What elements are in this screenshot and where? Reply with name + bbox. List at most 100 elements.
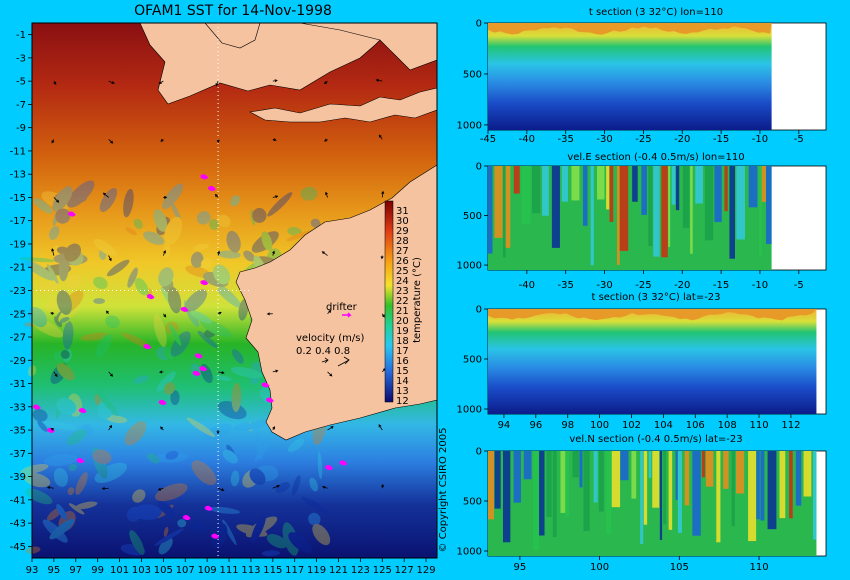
section-velocity-band (590, 166, 594, 266)
eddy-patch (99, 247, 107, 261)
section-velocity-band (641, 166, 647, 215)
copyright-text: © Copyright CSIRO 2005 (438, 428, 449, 553)
eddy-patch (193, 243, 210, 251)
drifter-track (76, 458, 85, 464)
section-velocity-band (572, 451, 579, 478)
section-velocity-band (716, 451, 721, 543)
section-velocity-band (605, 451, 612, 534)
velocity-arrow (108, 371, 114, 377)
eddy-patch (229, 195, 241, 207)
panel-vel-n-section-lat: vel.N section (-0.4 0.5m/s) lat=-23 (487, 434, 827, 557)
map-y-tick-label: -35 (10, 426, 26, 437)
sst-map (19, 22, 438, 559)
section-velocity-band (789, 451, 793, 519)
section-y-tick-label: 1000 (457, 405, 482, 416)
eddy-patch (249, 361, 262, 385)
eddy-patch (52, 186, 73, 212)
section-velocity-band (561, 166, 568, 202)
section-x-tick-label: -10 (752, 134, 768, 145)
velocity-arrow (102, 192, 109, 198)
map-x-tick-label: 115 (263, 565, 282, 576)
section-x-tick-label: 110 (749, 420, 768, 431)
velocity-arrow (101, 486, 109, 491)
eddy-patch (256, 465, 279, 482)
section-velocity-band (513, 166, 520, 194)
eddy-patch (216, 214, 231, 228)
eddy-patch (60, 349, 70, 359)
eddy-patch (164, 216, 183, 246)
eddy-patch (242, 469, 260, 488)
velocity-arrow (272, 426, 275, 431)
section-velocity-band (606, 166, 610, 210)
map-y-ticks: -1 -3 -5 -7 -9 -11 -13 -15 -17 -19 -21 -23 -25 -27 -29… (10, 30, 32, 553)
velocity-arrow (160, 138, 164, 142)
eddy-patch (282, 522, 299, 556)
eddy-patch (75, 472, 88, 495)
drifter-label: drifter (326, 302, 358, 313)
section-velocity-band (795, 451, 802, 506)
eddy-patch (232, 349, 244, 364)
section-velocity-band (736, 451, 745, 494)
velocity-arrow (108, 139, 114, 144)
colorbar-tick-label: 28 (396, 236, 409, 247)
eddy-patch (56, 504, 67, 520)
section-x-tick-label: -30 (596, 280, 612, 291)
eddy-patch (105, 315, 120, 329)
colorbar-tick-label: 17 (396, 346, 409, 357)
eddy-patch (245, 516, 278, 538)
eddy-patch (211, 523, 228, 549)
velocity-arrow (323, 80, 328, 84)
velocity-arrow (108, 424, 113, 431)
section-velocity-band (705, 451, 714, 487)
section-velocity-band (611, 451, 621, 508)
eddy-patch (232, 422, 250, 431)
eddy-patch (204, 328, 216, 338)
drifter-track (261, 382, 270, 388)
section-velocity-band (502, 451, 511, 543)
velocity-arrow (380, 255, 384, 260)
section-velocity-band (668, 166, 671, 248)
eddy-patch (190, 251, 204, 268)
eddy-patch (80, 332, 109, 341)
eddy-patch (196, 211, 211, 225)
section-velocity-band (690, 166, 693, 254)
section-velocity-band (579, 451, 583, 488)
section-velocity-band (640, 451, 644, 544)
eddy-patch (67, 250, 84, 266)
section-y-tick-label: 1000 (457, 547, 482, 558)
eddy-patch (202, 272, 229, 287)
velocity-arrow (51, 248, 55, 256)
eddy-patch (54, 316, 63, 328)
eddy-patch (47, 506, 63, 521)
eddy-patch (190, 310, 212, 324)
map-x-tick-label: 107 (176, 565, 195, 576)
section-x-tick-label: -45 (480, 134, 496, 145)
panel-t-lat-title: t section (3 32°C) lat=-23 (591, 292, 720, 303)
eddy-patch (163, 526, 169, 537)
section-x-tick-label: 106 (686, 420, 705, 431)
section-velocity-band (659, 451, 663, 541)
eddy-patch (23, 321, 45, 327)
eddy-patch (33, 198, 53, 214)
drifter-track (200, 280, 209, 286)
eddy-patch (123, 188, 134, 218)
eddy-patch (61, 289, 73, 323)
velocity-arrow (157, 487, 164, 491)
velocity-arrow (158, 370, 164, 374)
section-velocity-band (582, 166, 588, 226)
eddy-patch (68, 503, 85, 515)
section-velocity-band (748, 451, 757, 542)
map-y-tick-label: -31 (10, 379, 26, 390)
eddy-patch (158, 267, 174, 287)
section-velocity-band (631, 451, 637, 499)
section-velocity-band (523, 451, 532, 480)
section-velocity-band (597, 166, 605, 200)
colorbar-tick-label: 31 (396, 206, 409, 217)
section-velocity-band (648, 166, 653, 247)
map-y-tick-label: -15 (10, 193, 26, 204)
eddy-patch (146, 453, 160, 464)
eddy-patch (158, 537, 173, 555)
eddy-patch (243, 250, 255, 262)
eddy-patch (99, 187, 118, 212)
